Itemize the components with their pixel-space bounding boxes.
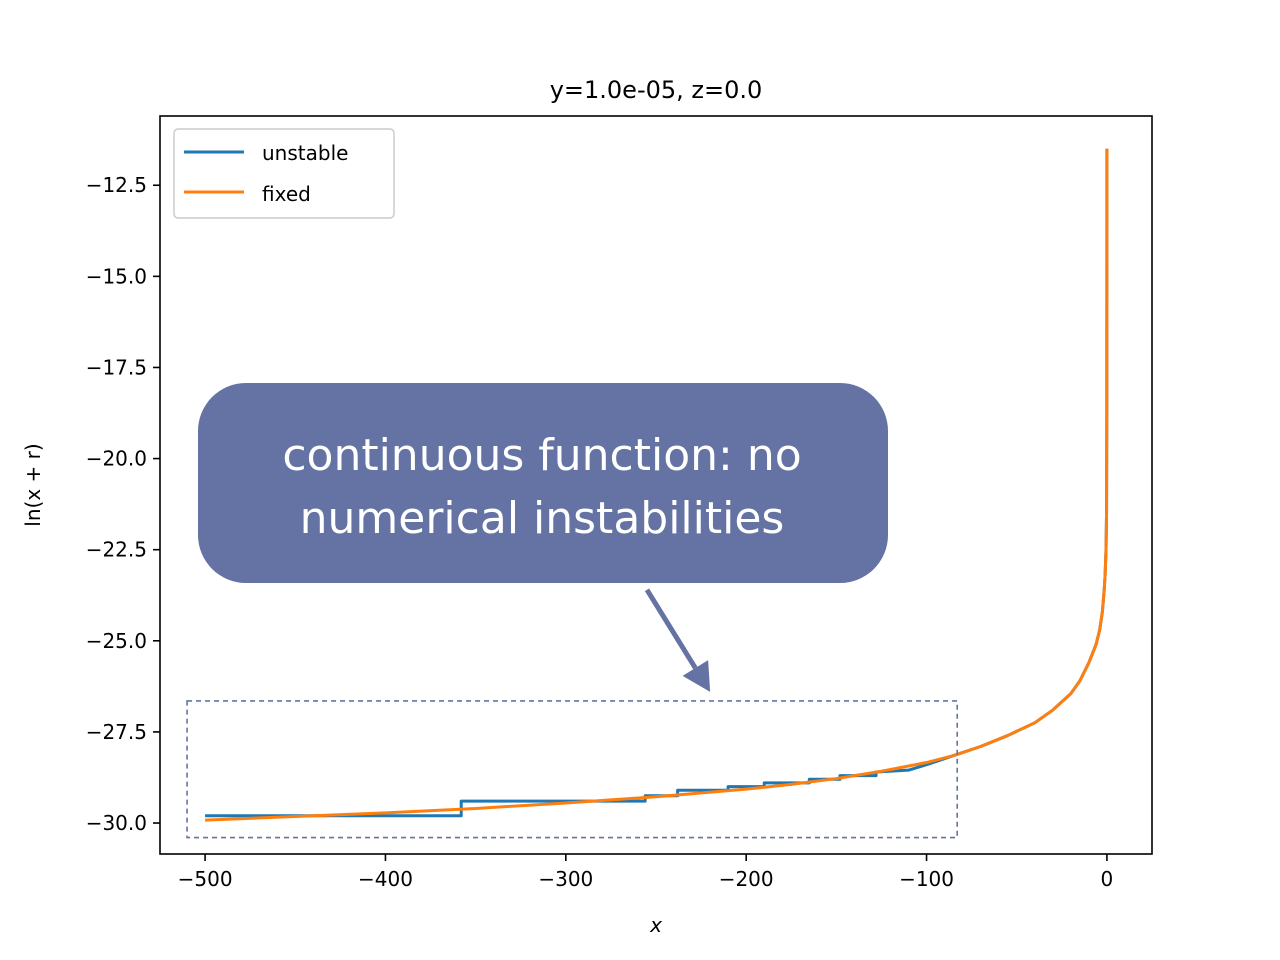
legend-label-unstable: unstable (262, 141, 348, 165)
x-axis: −500 −400 −300 −200 −100 0 (178, 854, 1114, 891)
x-tick-label: −500 (178, 867, 233, 891)
annotation-callout: continuous function: no numerical instab… (198, 383, 888, 583)
y-axis-label: ln(x + r) (21, 443, 45, 526)
y-tick-label: −15.0 (86, 264, 147, 288)
y-tick-label: −12.5 (86, 173, 147, 197)
y-tick-label: −27.5 (86, 720, 147, 744)
x-axis-label: x (649, 913, 662, 937)
series-layer (205, 148, 1109, 822)
x-tick-label: 0 (1101, 867, 1114, 891)
y-tick-label: −25.0 (86, 629, 147, 653)
legend-label-fixed: fixed (262, 182, 311, 206)
y-tick-label: −30.0 (86, 811, 147, 835)
annotation-layer (186, 588, 959, 839)
annotation-arrow-shaft (644, 588, 698, 670)
highlight-region (186, 700, 959, 839)
annotation-line-2: numerical instabilities (300, 493, 785, 544)
y-tick-label: −20.0 (86, 447, 147, 471)
annotation-arrow-head (682, 660, 711, 692)
y-axis: −30.0 −27.5 −25.0 −22.5 −20.0 −17.5 −15.0 −12.5 (86, 173, 160, 835)
legend: unstable fixed (173, 128, 395, 219)
y-tick-label: −22.5 (86, 538, 147, 562)
x-tick-label: −300 (538, 867, 593, 891)
annotation-line-1: continuous function: no (282, 430, 801, 481)
y-tick-label: −17.5 (86, 355, 147, 379)
chart-title: y=1.0e-05, z=0.0 (550, 76, 763, 104)
x-tick-label: −400 (358, 867, 413, 891)
axes-frame (159, 115, 1153, 855)
annotation-box (198, 383, 888, 583)
x-tick-label: −100 (899, 867, 954, 891)
x-tick-label: −200 (719, 867, 774, 891)
series-line-fixed (205, 148, 1109, 822)
